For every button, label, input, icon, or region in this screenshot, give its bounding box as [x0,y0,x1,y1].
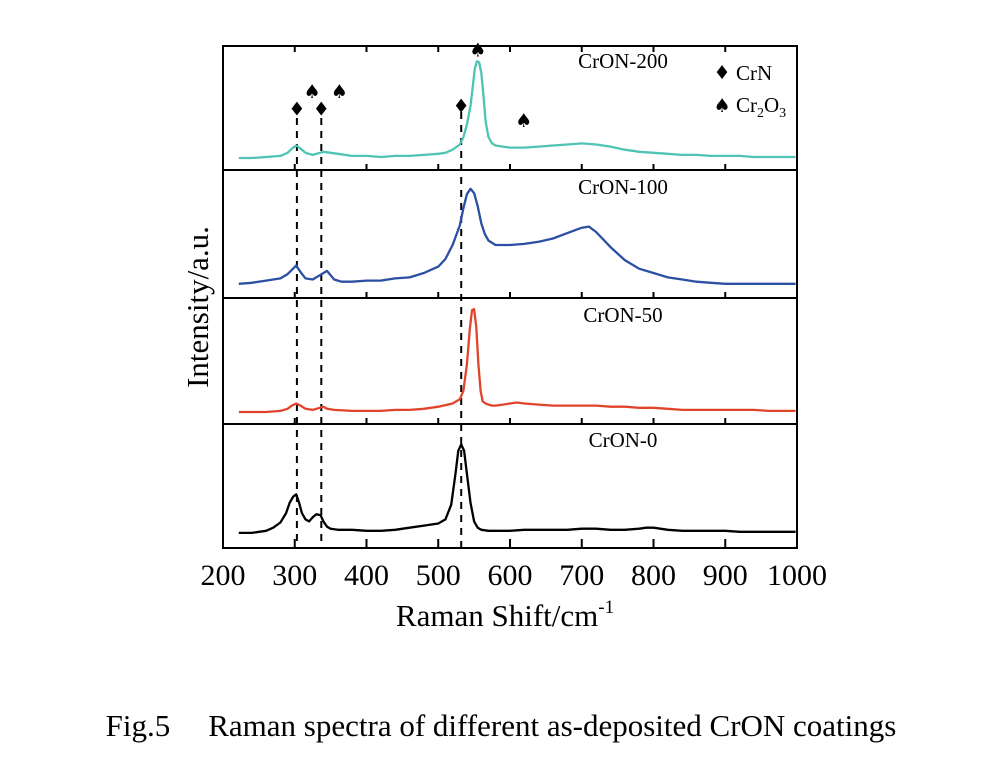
x-axis-label-text: Raman Shift/cm [396,598,598,633]
panel-label-cron-200: CrON-200 [578,49,668,73]
x-tick-label-1000: 1000 [767,559,827,592]
x-axis-label-superscript: -1 [598,597,614,618]
cr2o3-spade-marker-6: ♠ [469,39,486,61]
series-line-cron-50 [238,308,796,414]
x-axis-label: Raman Shift/cm-1 [396,597,614,633]
series-line-cron-200 [238,60,796,160]
cr2o3-spade-marker-2: ♠ [303,81,320,103]
panel-frame-3 [222,297,798,425]
reference-lines [295,112,463,548]
legend-cr2o3-label: Cr2O3 [736,93,786,121]
panel-frame-4 [222,423,798,549]
legend-crn-label: CrN [736,61,772,85]
legend-cr2o3-symbol: ♠ [713,95,730,117]
x-tick-label-400: 400 [344,559,389,592]
panel-label-cron-100: CrON-100 [578,175,668,199]
figure-caption: Fig.5 Raman spectra of different as-depos… [0,708,1002,744]
cr2o3-spade-marker-7: ♠ [515,110,532,132]
x-tick-label-700: 700 [559,559,604,592]
series-layer: CrON-200 CrON-100 CrON-50 CrON-0 [238,49,796,535]
cr2o3-spade-marker-4: ♠ [331,81,348,103]
x-tick-label-800: 800 [631,559,676,592]
x-tick-label-200: 200 [201,559,246,592]
crn-diamond-marker-5: ♦ [453,95,470,117]
x-tick-label-500: 500 [416,559,461,592]
peak-markers: ♦♠♦♠♦♠♠ [288,39,532,132]
x-tick-label-300: 300 [272,559,317,592]
caption-number: Fig.5 [105,708,171,743]
panel-label-cron-50: CrON-50 [583,303,662,327]
panel-frame-1 [222,45,798,171]
series-line-cron-100 [238,187,796,285]
crn-diamond-marker-1: ♦ [288,99,305,121]
crn-diamond-marker-3: ♦ [313,99,330,121]
legend-crn-symbol: ♦ [713,62,730,84]
caption-text: Raman spectra of different as-deposited … [208,708,897,743]
x-tick-label-900: 900 [703,559,748,592]
y-axis-label: Intensity/a.u. [180,226,215,388]
x-axis-ticks: 200 300 400 500 600 700 800 900 1000 [201,46,827,592]
legend: ♦ CrN ♠ Cr2O3 [713,61,786,121]
x-tick-label-600: 600 [488,559,533,592]
panel-label-cron-0: CrON-0 [589,428,658,452]
series-line-cron-0 [238,443,796,535]
